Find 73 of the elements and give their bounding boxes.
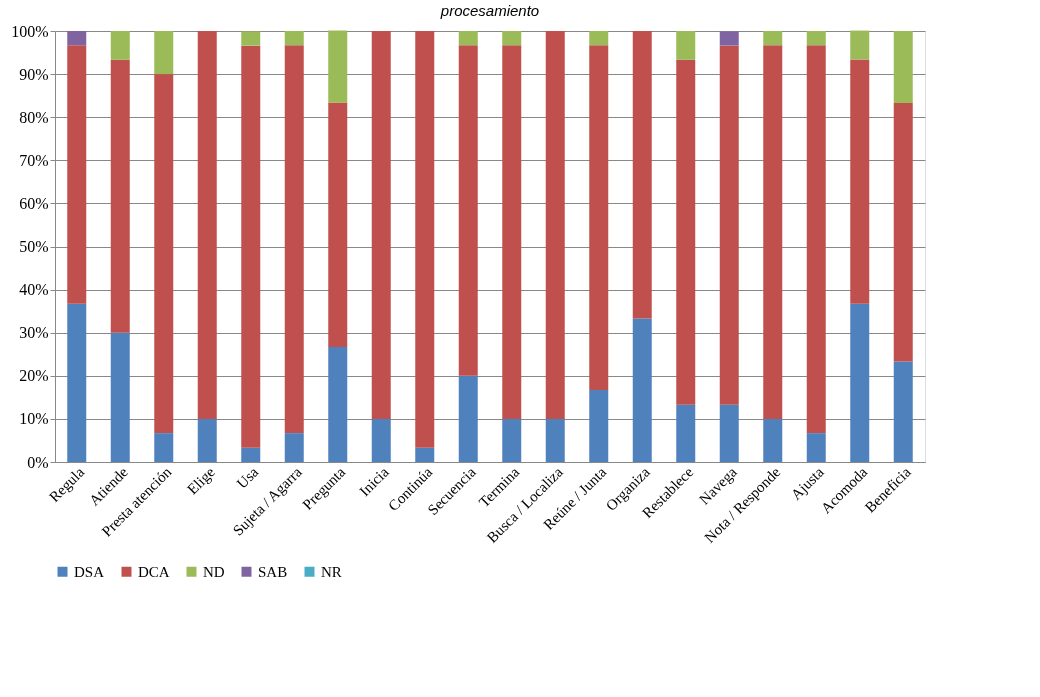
legend-label: ND: [203, 563, 225, 580]
bar: [110, 332, 130, 462]
y-tick-label: 50%: [19, 238, 49, 255]
bar: [545, 418, 565, 462]
bar: [284, 31, 304, 46]
bar: [154, 74, 174, 434]
bar: [676, 59, 696, 405]
bar: [110, 31, 130, 60]
y-tick-label: 70%: [19, 151, 49, 169]
y-tick-label: 40%: [19, 281, 49, 299]
bar: [458, 31, 478, 46]
bar: [719, 45, 739, 405]
bar: [502, 45, 522, 419]
bar: [893, 361, 913, 462]
y-tick-label: 0%: [27, 453, 49, 471]
bar: [110, 59, 130, 333]
bar: [676, 31, 696, 60]
bar: [763, 418, 783, 462]
chart-title: procesamiento: [439, 2, 540, 19]
y-tick-label: 10%: [19, 410, 49, 428]
legend-label: NR: [321, 563, 342, 580]
bar: [67, 303, 87, 462]
bar: [415, 447, 435, 462]
bar: [328, 346, 348, 462]
bar: [676, 404, 696, 462]
bar: [371, 31, 391, 419]
y-tick-label: 90%: [19, 65, 49, 83]
y-tick-label: 100%: [11, 22, 49, 40]
bar: [67, 45, 87, 304]
bar: [589, 31, 609, 46]
legend-label: DSA: [74, 563, 105, 580]
bar: [284, 433, 304, 462]
legend-label: SAB: [258, 563, 288, 580]
bar: [502, 418, 522, 462]
bar: [458, 375, 478, 462]
bar: [241, 31, 261, 46]
bar: [850, 303, 870, 462]
bar: [328, 30, 348, 103]
bar: [328, 102, 348, 347]
bar: [67, 31, 87, 46]
bar: [371, 418, 391, 462]
bar: [154, 433, 174, 462]
bar: [197, 418, 217, 462]
bar: [241, 45, 261, 448]
bar: [154, 31, 174, 75]
bar: [763, 31, 783, 46]
bar: [763, 45, 783, 419]
legend-label: DCA: [138, 563, 170, 580]
y-tick-label: 20%: [19, 367, 49, 385]
bar: [893, 102, 913, 362]
bar: [632, 318, 652, 462]
x-tick-label: Usa: [233, 463, 262, 492]
y-tick-label: 30%: [19, 324, 49, 342]
y-tick-label: 60%: [19, 194, 49, 212]
bar: [589, 45, 609, 391]
bar: [589, 390, 609, 462]
bar: [850, 30, 870, 60]
bar: [719, 404, 739, 462]
bar: [806, 45, 826, 434]
bar: [458, 45, 478, 376]
bar: [806, 31, 826, 46]
bar: [545, 31, 565, 419]
bar: [502, 31, 522, 46]
bar: [893, 31, 913, 103]
bar: [632, 31, 652, 319]
bar: [415, 31, 435, 448]
bar: [197, 31, 217, 419]
bar: [719, 31, 739, 46]
y-tick-label: 80%: [19, 108, 49, 126]
bar: [806, 433, 826, 462]
bar: [284, 45, 304, 434]
bar: [241, 447, 261, 462]
bar: [850, 59, 870, 304]
